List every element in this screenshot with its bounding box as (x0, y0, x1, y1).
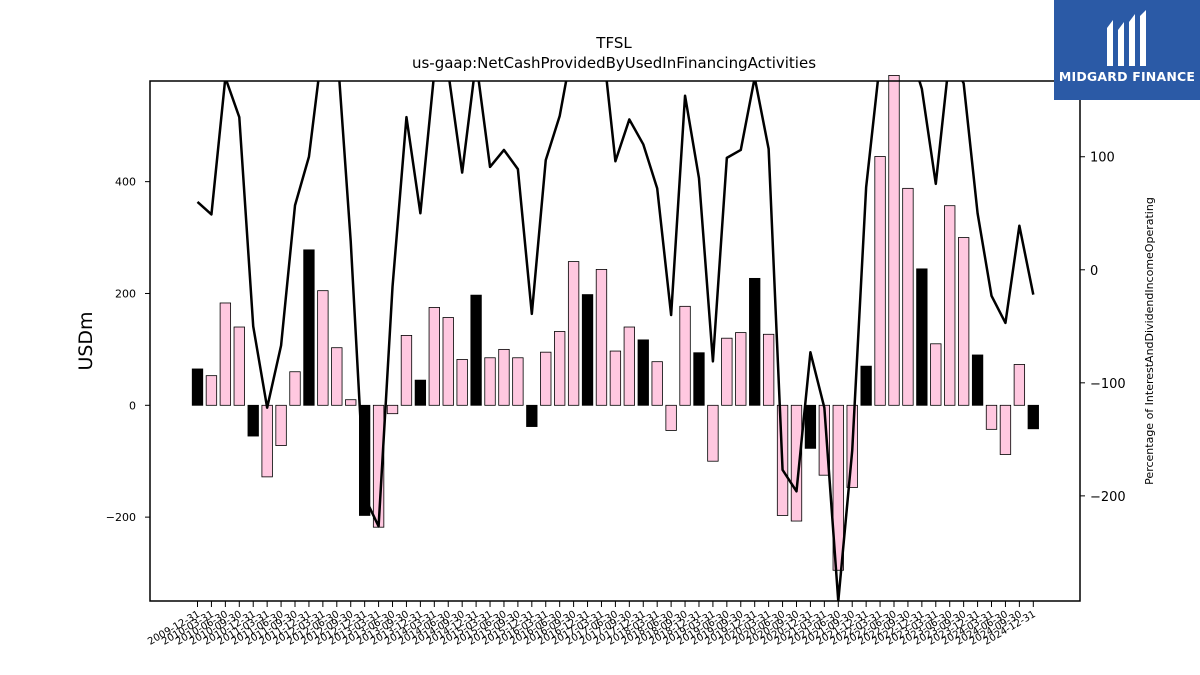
chart-subtitle: us-gaap:NetCashProvidedByUsedInFinancing… (412, 54, 816, 72)
logo-mark-icon (1107, 10, 1146, 66)
bar (345, 399, 357, 406)
y-tick-label: 400 (115, 176, 136, 189)
bar (930, 343, 942, 406)
bar (999, 404, 1012, 455)
bar (303, 249, 315, 406)
bar (693, 352, 705, 406)
y-axis-label: USDm (75, 311, 97, 370)
bar (609, 350, 622, 406)
bar (386, 404, 399, 415)
right-y-tick-label: 0 (1090, 264, 1098, 279)
bar (526, 404, 538, 427)
bar (679, 305, 691, 406)
bar (498, 348, 510, 406)
bar (749, 277, 761, 406)
x-axis: 2009-12-312010-03-312010-06-302010-09-30… (146, 601, 1038, 648)
bar (804, 404, 817, 449)
bar (317, 290, 329, 406)
bar (233, 326, 245, 406)
bar (261, 404, 273, 478)
bar (1013, 364, 1026, 406)
bar (651, 361, 663, 406)
chart-title: TFSL (595, 34, 632, 52)
bar (567, 261, 580, 406)
bar (247, 404, 259, 437)
brand-logo: MIDGARD FINANCE (1054, 0, 1200, 100)
bar (1027, 404, 1039, 430)
y-tick-label: −200 (106, 511, 136, 524)
bar (888, 75, 900, 406)
left-y-axis: −200 0 200 400 (106, 176, 150, 524)
bar (721, 337, 733, 406)
bar (832, 404, 844, 571)
bar (944, 205, 956, 406)
y-tick-label: 0 (129, 399, 136, 412)
bar (860, 365, 872, 406)
bar (275, 404, 287, 446)
bar (581, 294, 594, 406)
bar (428, 307, 440, 406)
series-line (196, 81, 1035, 601)
bar (191, 368, 204, 406)
bar (205, 375, 218, 406)
bar (971, 354, 984, 406)
brand-name: MIDGARD FINANCE (1058, 69, 1196, 84)
bar (707, 404, 719, 462)
bar (958, 237, 970, 406)
bar (916, 268, 928, 406)
bar (762, 333, 775, 406)
bar (735, 332, 747, 406)
bar (540, 351, 552, 406)
bar (442, 317, 454, 406)
bar (902, 187, 914, 406)
bar (595, 269, 608, 406)
bar (414, 379, 427, 406)
bar (219, 302, 232, 406)
bar (400, 335, 413, 406)
bar (637, 339, 649, 406)
bar (790, 404, 803, 522)
bar (985, 404, 998, 430)
right-y-tick-label: −100 (1090, 377, 1126, 392)
line-layer (196, 81, 1035, 601)
bar (665, 404, 677, 431)
right-y-axis-label: Percentage of InterestAndDividendIncomeO… (1143, 197, 1156, 485)
bar (623, 326, 635, 406)
bar (484, 357, 496, 406)
bar (470, 294, 482, 406)
right-y-tick-label: 100 (1090, 151, 1115, 166)
bar (331, 347, 343, 406)
bar (289, 371, 301, 406)
y-tick-label: 200 (115, 287, 136, 300)
bar (359, 404, 371, 516)
bar (512, 357, 524, 406)
bar (554, 331, 566, 406)
right-y-axis: −200 −100 0 100 (1080, 151, 1126, 505)
bar (874, 156, 886, 406)
bar (456, 359, 468, 406)
right-y-tick-label: −200 (1090, 490, 1126, 505)
